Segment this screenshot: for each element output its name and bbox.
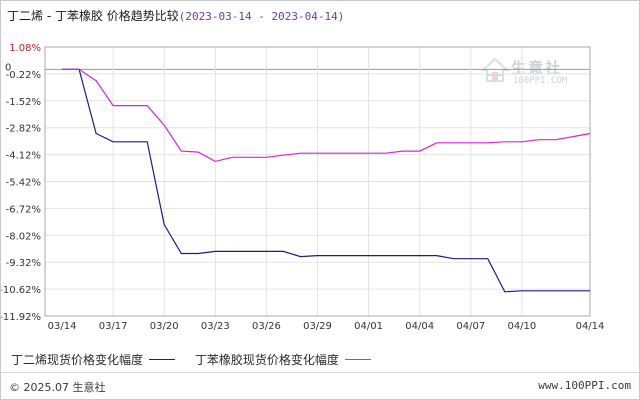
y-tick-label: -4.12%	[6, 151, 41, 162]
y-tick-label: -0.22%	[6, 70, 41, 81]
y-tick-label: -11.92%	[1, 312, 41, 323]
x-tick-label: 03/23	[201, 321, 230, 332]
watermark-url: 100PPI.COM	[513, 76, 568, 86]
x-tick-labels: 03/14 03/17 03/20 03/23 03/26 03/29 04/01 04/04…	[48, 321, 605, 332]
x-tick-label: 03/17	[99, 321, 128, 332]
legend-item-sbr: 丁苯橡胶现货价格变化幅度	[195, 351, 371, 368]
series-lines	[62, 68, 591, 293]
zero-label: 0	[5, 62, 11, 73]
x-tick-label: 04/01	[354, 321, 383, 332]
legend-label-butadiene: 丁二烯现货价格变化幅度	[11, 353, 144, 367]
plot-area-border	[44, 46, 591, 317]
legend-item-butadiene: 丁二烯现货价格变化幅度	[11, 351, 176, 368]
y-tick-labels: 1.08% -0.22% -1.52% -2.82% -4.12% -5.42% -6.72…	[1, 43, 41, 323]
x-tick-label: 04/04	[405, 321, 434, 332]
x-tick-label: 04/07	[456, 321, 485, 332]
watermark-name: 生意社	[511, 59, 563, 77]
x-tick-label: 03/29	[303, 321, 332, 332]
y-tick-label: -10.62%	[1, 285, 41, 296]
grid-lines	[45, 47, 590, 316]
x-tick-label: 03/14	[48, 321, 77, 332]
axes	[44, 46, 591, 317]
footer-divider	[1, 372, 639, 373]
line-chart: 1.08% -0.22% -1.52% -2.82% -4.12% -5.42% -6.72…	[1, 43, 605, 332]
footer-copyright: © 2025.07 生意社	[9, 381, 106, 394]
house-icon	[480, 57, 510, 82]
watermark-logo: 生意社 100PPI.COM	[480, 57, 567, 87]
y-tick-label: -1.52%	[6, 97, 41, 108]
chart-legend: 丁二烯现货价格变化幅度 丁苯橡胶现货价格变化幅度	[11, 351, 387, 368]
legend-label-sbr: 丁苯橡胶现货价格变化幅度	[194, 353, 339, 367]
x-tick-label: 03/20	[150, 321, 179, 332]
y-tick-label: -5.42%	[6, 178, 41, 189]
series-line-butadiene	[62, 68, 590, 293]
y-tick-label: -8.02%	[6, 231, 41, 242]
chart-title: 丁二烯 - 丁苯橡胶 价格趋势比较(2023-03-14 - 2023-04-1…	[7, 7, 344, 24]
series-line-sbr	[62, 68, 591, 163]
chart-title-range: (2023-03-14 - 2023-04-14)	[178, 10, 345, 23]
legend-swatch-sbr	[344, 359, 371, 360]
legend-swatch-butadiene	[149, 359, 176, 360]
chart-title-main: 丁二烯 - 丁苯橡胶 价格趋势比较	[7, 9, 179, 23]
y-tick-label: -2.82%	[6, 124, 41, 135]
y-tick-label: -6.72%	[6, 204, 41, 215]
footer-site-link[interactable]: www.100PPI.com	[538, 379, 631, 392]
x-tick-label: 04/14	[576, 321, 605, 332]
y-tick-label: -9.32%	[6, 258, 41, 269]
x-tick-label: 04/10	[507, 321, 536, 332]
footer: © 2025.07 生意社 www.100PPI.com	[1, 377, 639, 395]
y-tick-label: 1.08%	[9, 43, 41, 54]
x-tick-label: 03/26	[252, 321, 281, 332]
